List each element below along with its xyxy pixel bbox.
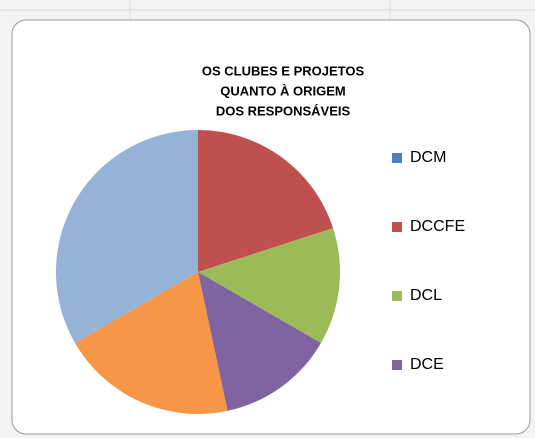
pie-slice [75,272,228,414]
legend-swatch [392,360,402,370]
legend-label: DCM [410,149,446,166]
pie-slice [198,272,321,411]
chart-title: OS CLUBES E PROJETOS [202,63,365,78]
chart-title: QUANTO À ORIGEM [220,83,345,98]
legend-swatch [392,291,402,301]
legend-swatch [392,153,402,163]
pie-slice [198,228,341,343]
legend-label: DCCFE [410,218,465,235]
legend-swatch [392,222,402,232]
pie-slice [198,130,334,272]
legend-label: DCE [410,356,444,373]
chart-title: DOS RESPONSÁVEIS [216,103,351,118]
pie-slice [55,130,198,343]
legend-label: DCL [410,287,442,304]
